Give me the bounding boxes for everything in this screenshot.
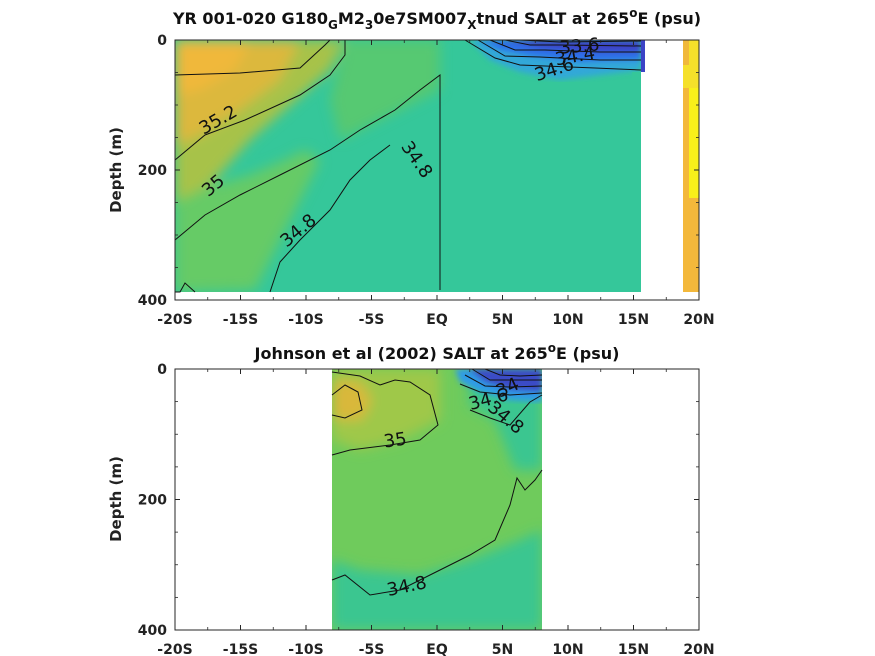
contour-34-6 [459,383,543,396]
contour-33-8 [519,39,642,43]
contour-34 [504,39,642,47]
y-tick-label: 0 [157,33,167,49]
chart-bottom-title: Johnson et al (2002) SALT at 265oE (psu) [254,341,620,363]
chart-bottom-ylabel: Depth (m) [107,456,125,542]
salinity-shading [175,40,440,292]
contour-34-8-b [175,282,196,293]
x-tick-label: -10S [288,312,323,328]
x-tick-label: EQ [426,312,448,328]
contour-34-6 [464,39,642,71]
chart-top-title: YR 001-020 G180GM230e7SM007Xtnud SALT at… [172,6,701,32]
contour-34-2 [489,39,641,53]
x-tick-label: -15S [223,312,258,328]
contour-34 [484,368,543,377]
contour-34-4 [464,374,543,388]
contour-34-4 [477,39,641,61]
chart-bottom-axes: -20S -15S -10S -5S EQ 5N 10N 15N 20N 0 200 400 [138,362,715,656]
field-edge-bottom [632,272,634,292]
chart-top-ylabel: Depth (m) [107,127,125,213]
east-strip-top [683,40,689,65]
y-tick-label: 400 [138,623,167,639]
east-strip [683,40,699,292]
contour-34-8-a [269,144,391,293]
y-tick-label: 200 [138,493,167,509]
x-tick-label: 20N [683,312,714,328]
contour-35-4 [174,39,331,76]
x-tick-label: 15N [618,312,649,328]
chart-top-contours [174,39,642,293]
y-tick-label: 0 [157,362,167,378]
x-tick-label: -20S [157,312,192,328]
contour-34-2 [471,368,542,381]
x-tick-label: 5N [492,312,513,328]
contour-34-8-b [469,394,543,426]
chart-top-axes: -20S -15S -10S -5S EQ 5N 10N 15N 20N 0 200 400 [138,33,715,328]
contour-35-2 [331,384,363,419]
field-edge [632,72,641,272]
chart-bottom: Johnson et al (2002) SALT at 265oE (psu) [107,341,715,656]
lens-edge [641,40,645,72]
x-tick-label: 20N [683,642,714,656]
x-tick-label: -5S [359,642,385,656]
chart-top: YR 001-020 G180GM230e7SM007Xtnud SALT at… [107,6,715,328]
x-tick-label: 15N [618,642,649,656]
contour-label: 33.6 [559,34,601,58]
x-tick-label: 10N [552,642,583,656]
chart-bottom-field [332,369,542,630]
x-tick-label: -5S [359,312,385,328]
x-tick-label: -15S [223,642,258,656]
x-tick-label: 10N [552,312,583,328]
y-tick-label: 200 [138,163,167,179]
contour-35 [174,74,441,290]
x-tick-label: -20S [157,642,192,656]
x-tick-label: EQ [426,642,448,656]
contour-35-2 [174,40,346,161]
x-tick-label: 5N [492,642,513,656]
contour-label: 35 [382,429,408,453]
y-tick-label: 400 [138,293,167,309]
x-tick-label: -10S [288,642,323,656]
contour-34-8-a [331,469,543,596]
contour-35 [331,371,439,456]
chart-bottom-contours [331,368,543,596]
